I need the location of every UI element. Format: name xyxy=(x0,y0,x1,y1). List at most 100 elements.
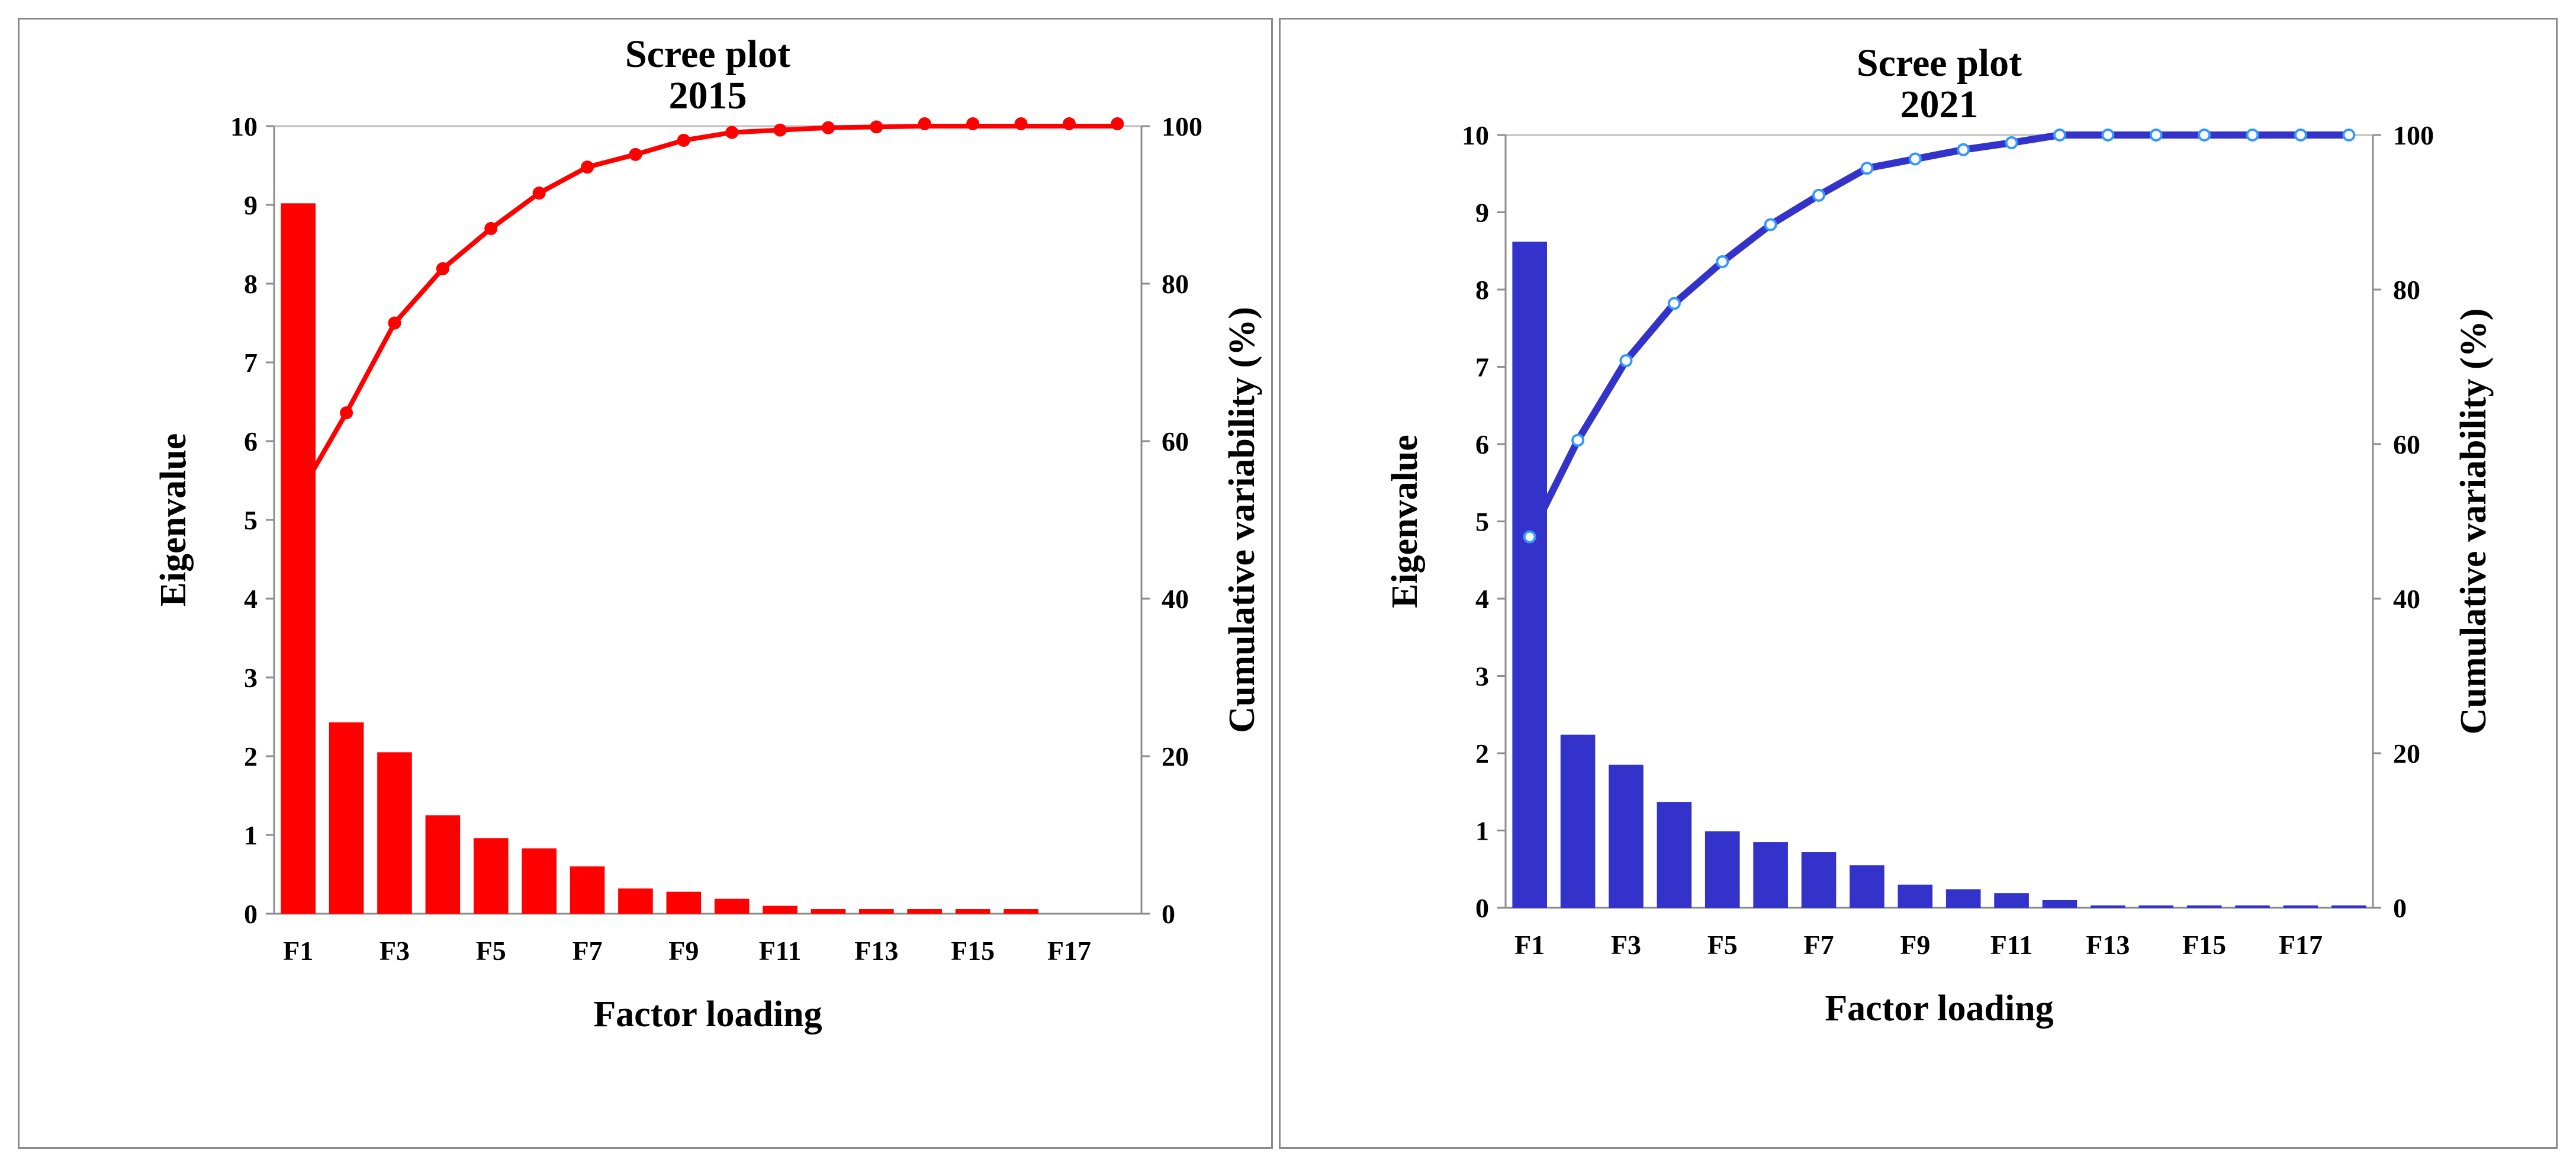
bar-F7 xyxy=(1801,852,1837,908)
cumulative-point-F4 xyxy=(436,262,449,275)
y2-axis-label: Cumulative variability (%) xyxy=(2453,309,2494,735)
y-tick-label: 10 xyxy=(1462,120,1489,150)
bar-F4 xyxy=(425,815,461,914)
bar-F10 xyxy=(714,898,750,914)
y-tick-label: 6 xyxy=(1475,429,1489,460)
cumulative-point-F4 xyxy=(1667,297,1681,310)
bar-F16 xyxy=(1004,909,1038,914)
cumulative-point-F18 xyxy=(1111,117,1124,131)
cumulative-point-F13 xyxy=(870,120,883,134)
y2-tick-label: 20 xyxy=(2393,738,2420,769)
y-tick-label: 4 xyxy=(1475,584,1489,614)
x-tick-label: F7 xyxy=(1803,930,1834,960)
x-tick-label: F3 xyxy=(1611,930,1641,960)
x-tick-label: F9 xyxy=(1900,930,1930,960)
chart-subtitle: 2015 xyxy=(669,74,747,117)
cumulative-point-F11 xyxy=(2005,136,2018,150)
y-axis-label: Eigenvalue xyxy=(1385,435,1425,608)
y2-tick-label: 0 xyxy=(2393,893,2407,923)
cumulative-point-F14 xyxy=(2149,128,2163,142)
bar-F1 xyxy=(1512,242,1547,908)
y2-tick-label: 60 xyxy=(2393,429,2420,460)
cumulative-point-F2 xyxy=(1571,433,1585,447)
x-tick-label: F11 xyxy=(1990,930,2033,960)
x-tick-label: F15 xyxy=(2182,930,2226,960)
cumulative-point-F3 xyxy=(1619,354,1633,368)
chart-panel-2021: Scree plot 2021 0 1 2 3 4 5 6 7 8 9 10 0 20 40 60 80 100 F1… xyxy=(1279,18,2558,1149)
x-axis-label: Factor loading xyxy=(1825,988,2053,1029)
cumulative-point-F1 xyxy=(1523,530,1536,544)
cumulative-point-F6 xyxy=(1764,218,1777,232)
bar-F5 xyxy=(1705,831,1740,908)
cumulative-point-F2 xyxy=(340,406,353,420)
cumulative-point-F10 xyxy=(1957,143,1970,156)
cumulative-point-F16 xyxy=(2246,128,2259,142)
bar-F14 xyxy=(2138,905,2174,908)
cumulative-point-F1 xyxy=(291,490,305,503)
bar-F17 xyxy=(2283,905,2318,908)
cumulative-point-F6 xyxy=(532,187,546,200)
x-axis-label: Factor loading xyxy=(593,994,822,1035)
bar-F8 xyxy=(1850,865,1884,908)
y-tick-label: 0 xyxy=(244,899,258,929)
bar-F11 xyxy=(1994,893,2029,908)
cumulative-point-F5 xyxy=(1716,255,1729,269)
x-tick-label: F5 xyxy=(476,936,506,966)
y-tick-label: 3 xyxy=(244,663,258,693)
bar-F15 xyxy=(955,909,990,914)
cumulative-point-F12 xyxy=(2053,128,2066,142)
cumulative-point-F5 xyxy=(484,221,498,235)
bar-F10 xyxy=(1945,889,1981,908)
bar-F14 xyxy=(907,909,943,914)
bar-F7 xyxy=(570,866,605,914)
bar-F2 xyxy=(329,722,364,914)
bar-F3 xyxy=(377,752,412,914)
cumulative-point-F11 xyxy=(773,123,787,137)
bar-F8 xyxy=(618,888,653,914)
y2-tick-label: 20 xyxy=(1162,741,1189,772)
bar-F1 xyxy=(281,203,316,914)
y-tick-label: 1 xyxy=(244,820,258,850)
cumulative-point-F8 xyxy=(629,147,642,161)
y-tick-label: 8 xyxy=(1475,275,1489,305)
y-tick-label: 7 xyxy=(1475,352,1489,383)
x-tick-label: F15 xyxy=(951,936,995,966)
y-tick-label: 6 xyxy=(244,426,258,457)
y2-tick-label: 80 xyxy=(2393,275,2420,305)
y2-tick-label: 100 xyxy=(2393,120,2434,150)
y-tick-label: 1 xyxy=(1475,816,1489,846)
y-axis-label: Eigenvalue xyxy=(153,433,194,607)
bar-F9 xyxy=(1898,884,1933,908)
cumulative-point-F15 xyxy=(2198,128,2211,142)
y-tick-label: 2 xyxy=(1475,738,1489,769)
bar-F13 xyxy=(859,909,894,914)
x-tick-label: F9 xyxy=(668,936,699,966)
x-tick-label: F11 xyxy=(759,936,802,966)
cumulative-point-F10 xyxy=(725,126,739,139)
y-tick-label: 8 xyxy=(244,269,258,299)
y-tick-label: 10 xyxy=(230,111,258,142)
bar-F3 xyxy=(1609,764,1644,908)
y2-tick-label: 40 xyxy=(2393,584,2420,614)
cumulative-point-F15 xyxy=(966,117,980,131)
chart-svg: Scree plot2021012345678910020406080100F1… xyxy=(1385,41,2494,1029)
cumulative-point-F12 xyxy=(821,121,835,134)
cumulative-point-F8 xyxy=(1860,162,1874,175)
bar-F4 xyxy=(1657,802,1692,908)
bar-F6 xyxy=(1753,842,1788,908)
y-tick-label: 0 xyxy=(1475,893,1489,923)
bar-F5 xyxy=(473,838,509,914)
x-tick-label: F1 xyxy=(1514,930,1545,960)
chart-subtitle: 2021 xyxy=(1900,83,1979,126)
y-tick-label: 7 xyxy=(244,348,258,378)
y-tick-label: 5 xyxy=(244,505,258,535)
bar-F2 xyxy=(1560,734,1596,908)
bar-F11 xyxy=(763,905,797,914)
cumulative-point-F13 xyxy=(2101,128,2115,142)
chart-panel-2015: Scree plot 2015 0 1 2 3 4 5 6 7 8 9 10 0 20 40 60 80 100 F1… xyxy=(18,18,1273,1149)
cumulative-point-F18 xyxy=(2342,128,2356,142)
bar-F9 xyxy=(666,891,702,914)
bar-F15 xyxy=(2186,905,2222,908)
cumulative-point-F17 xyxy=(2294,128,2307,142)
cumulative-point-F9 xyxy=(1908,152,1922,166)
